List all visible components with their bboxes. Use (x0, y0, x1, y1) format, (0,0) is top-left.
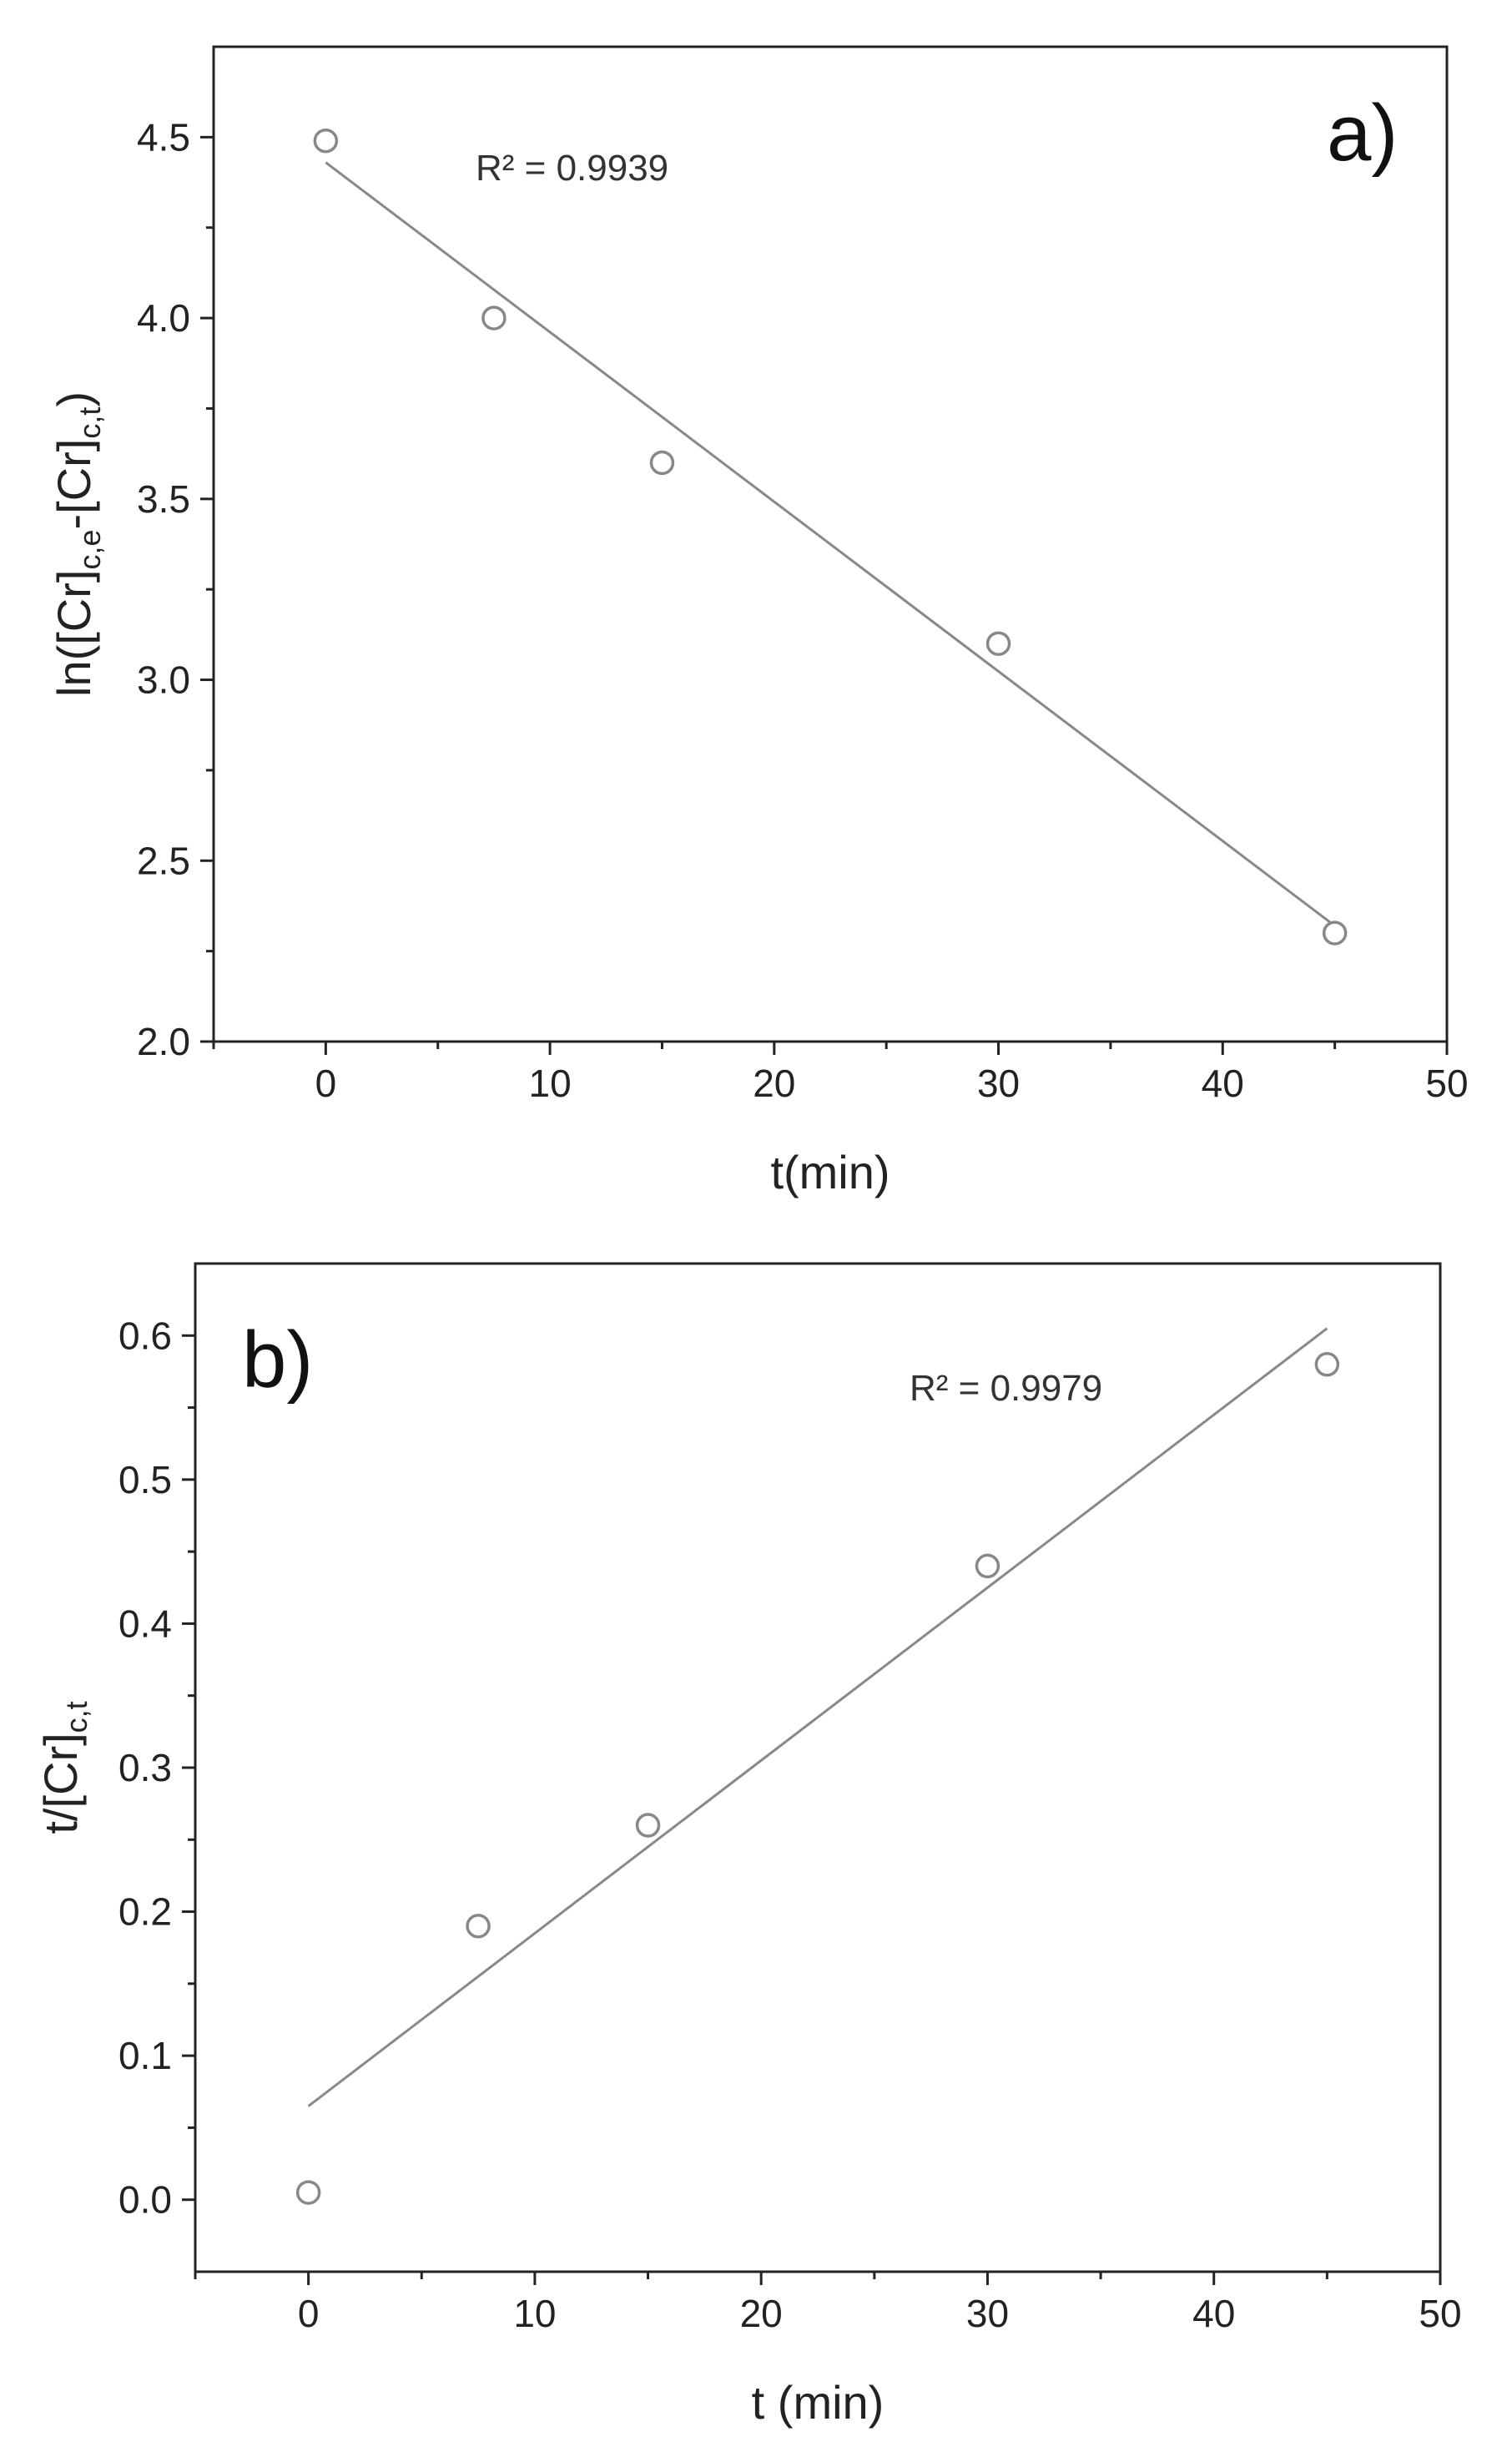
data-point-b (1314, 1352, 1340, 1377)
x-tick-label-b: 50 (1419, 2292, 1461, 2335)
y-tick-label-a: 2.5 (137, 839, 190, 882)
y-tick-label-a: 3.5 (137, 477, 190, 521)
data-point-a (985, 631, 1011, 656)
x-tick-label-a: 0 (315, 1062, 337, 1105)
data-point-b (975, 1553, 1000, 1579)
y-tick-label-b: 0.6 (118, 1314, 172, 1357)
r-squared-annotation-b: R² = 0.9979 (910, 1368, 1102, 1409)
x-tick-label-b: 40 (1192, 2292, 1235, 2335)
y-tick-label-a: 4.5 (137, 115, 190, 159)
y-tick-label-a: 3.0 (137, 658, 190, 702)
fit-line-b (307, 1327, 1328, 2107)
x-tick-label-a: 50 (1425, 1062, 1468, 1105)
plot-frame-b (194, 1262, 1442, 2273)
x-axis-label-a: t(min) (770, 1146, 890, 1198)
data-point-a (649, 450, 675, 476)
r-squared-annotation-a: R² = 0.9939 (476, 148, 668, 189)
x-tick-label-a: 40 (1202, 1062, 1244, 1105)
x-tick-label-a: 10 (529, 1062, 572, 1105)
plot-frame-a (212, 45, 1449, 1043)
data-point-a (1322, 921, 1348, 946)
x-tick-label-b: 20 (740, 2292, 783, 2335)
chart-panel-a: 0 10 20 30 40 50 2.0 2.5 3.0 3.5 4.0 4.5 R² = 0.993… (48, 45, 1469, 1198)
panel-label-b: b) (242, 1315, 313, 1405)
x-tick-label-a: 30 (977, 1062, 1020, 1105)
x-tick-label-b: 0 (298, 2292, 320, 2335)
data-point-a (481, 305, 507, 330)
y-tick-label-b: 0.5 (118, 1458, 172, 1501)
x-tick-label-b: 10 (513, 2292, 556, 2335)
y-tick-label-b: 0.1 (118, 2034, 172, 2077)
data-point-a (313, 128, 339, 154)
y-tick-label-b: 0.2 (118, 1890, 172, 1934)
x-axis-label-b: t (min) (752, 2376, 885, 2429)
panel-label-a: a) (1327, 88, 1398, 178)
data-point-b (295, 2180, 321, 2205)
fit-line-a (325, 161, 1336, 927)
data-point-b (635, 1813, 661, 1838)
y-tick-label-b: 0.0 (118, 2178, 172, 2222)
y-tick-label-a: 2.0 (137, 1020, 190, 1063)
y-tick-label-b: 0.3 (118, 1746, 172, 1789)
y-tick-label-b: 0.4 (118, 1602, 172, 1645)
x-tick-label-a: 20 (753, 1062, 795, 1105)
y-tick-label-a: 4.0 (137, 296, 190, 340)
chart-panel-b: 0 10 20 30 40 50 0.0 0.1 0.2 0.3 0.4 0.5 0.6 R² = 0.… (34, 1262, 1462, 2429)
data-point-b (466, 1914, 491, 1939)
y-axis-label-b: t/[Cr]c,t (34, 1701, 93, 1834)
y-axis-label-a: ln([Cr]c,e-[Cr]c,t) (48, 391, 107, 697)
x-tick-label-b: 30 (966, 2292, 1009, 2335)
